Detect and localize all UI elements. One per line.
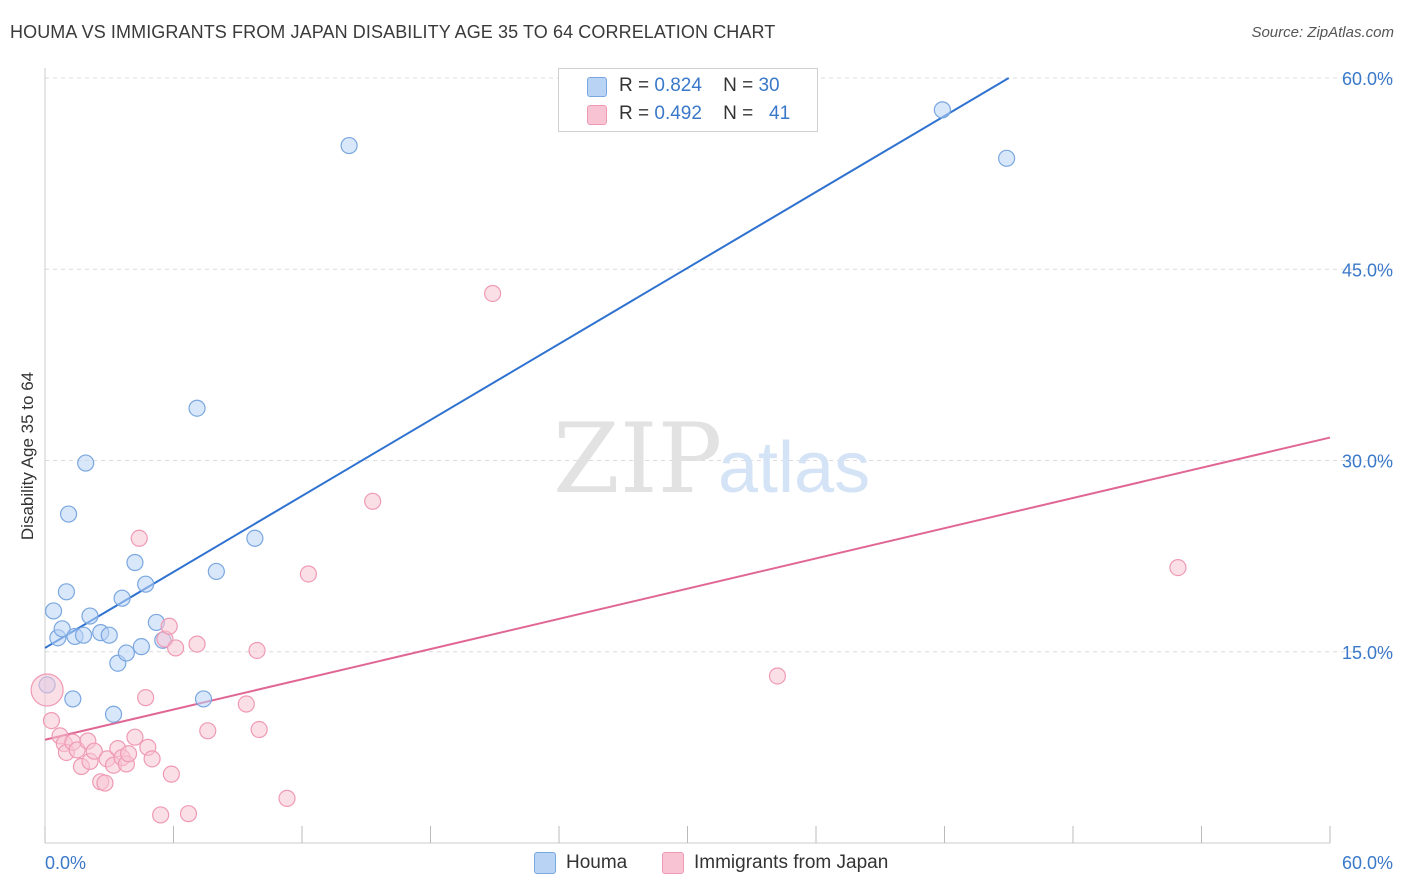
bottom-legend-houma-swatch [534, 852, 556, 874]
legend-japan-swatch [587, 105, 607, 125]
legend-japan-row: R = 0.492 N = 41 [619, 103, 790, 125]
japan-point [364, 492, 382, 510]
houma-point [194, 690, 213, 708]
houma-point [100, 626, 118, 644]
houma-point [933, 101, 951, 119]
houma-point [57, 583, 76, 601]
legend-houma-row: R = 0.824 N = 30 [619, 75, 780, 97]
japan-point [126, 728, 144, 746]
houma-point [77, 454, 95, 472]
watermark: ZIP atlas [553, 403, 870, 515]
japan-point [248, 641, 266, 660]
japan-point [299, 565, 318, 583]
x-tick-label-min: 0.0% [45, 853, 86, 873]
y-tick-label: 30.0% [1342, 452, 1393, 472]
houma-trend-line [44, 77, 1010, 649]
japan-point [179, 805, 198, 823]
legend-japan-r-label: R = [619, 103, 650, 124]
japan-point [42, 711, 61, 730]
bottom-legend-japan-label: Immigrants from Japan [694, 852, 889, 873]
source-label: Source: ZipAtlas.com [1251, 24, 1394, 41]
houma-point [132, 638, 150, 656]
houma-point [207, 562, 225, 581]
bottom-legend-houma-label: Houma [566, 852, 628, 873]
japan-point [160, 617, 178, 635]
correlation-legend: R = 0.824 N = 30 R = 0.492 N = 41 [558, 68, 818, 132]
japan-point [768, 667, 787, 685]
y-tick-label: 60.0% [1342, 69, 1393, 89]
houma-point [126, 553, 144, 572]
legend-houma-r-label: R = [619, 75, 650, 96]
japan-point [167, 639, 185, 657]
japan-point [130, 529, 148, 547]
houma-point [104, 705, 123, 723]
y-tick-label: 15.0% [1342, 643, 1393, 663]
japan-point [119, 745, 138, 763]
japan-point [484, 284, 502, 303]
japan-point [137, 689, 155, 707]
legend-houma-r-value: 0.824 [654, 75, 702, 96]
japan-point [250, 720, 268, 739]
japan-point [237, 695, 255, 713]
japan-point [162, 765, 180, 783]
houma-point [74, 626, 93, 644]
x-tick-label-max: 60.0% [1342, 853, 1393, 873]
houma-point [59, 505, 78, 523]
houma-point [64, 690, 82, 708]
tick-labels: 15.0% 30.0% 45.0% 60.0% 0.0% 60.0% [45, 69, 1393, 873]
bottom-legend-japan-swatch [662, 852, 684, 874]
houma-point [113, 589, 131, 607]
japan-point [143, 750, 161, 768]
legend-houma-n-label: N = [723, 75, 754, 96]
grid-lines [45, 77, 1395, 653]
houma-point [340, 136, 358, 155]
japan-point [152, 806, 170, 824]
legend-houma-n-value: 30 [758, 75, 780, 96]
japan-point [199, 722, 217, 740]
watermark-atlas: atlas [718, 428, 870, 508]
chart-title: HOUMA VS IMMIGRANTS FROM JAPAN DISABILIT… [10, 22, 776, 42]
houma-point [53, 620, 71, 638]
legend-japan-n-value: 41 [769, 103, 791, 124]
bottom-legend-japan: Immigrants from Japan [662, 852, 888, 874]
houma-point [81, 607, 99, 625]
japan-point [96, 774, 114, 792]
japan-point [85, 742, 103, 760]
houma-point [117, 644, 135, 662]
houma-point [188, 399, 206, 417]
axes [44, 68, 1331, 844]
data-points [30, 101, 1187, 824]
legend-japan-n-label: N = [723, 103, 754, 124]
houma-point [246, 529, 264, 547]
japan-point [188, 635, 206, 653]
houma-point [137, 575, 155, 593]
japan-point [278, 789, 296, 807]
legend-japan-r-value: 0.492 [654, 103, 702, 124]
japan-point [30, 673, 64, 707]
japan-point [1169, 558, 1187, 577]
watermark-zip: ZIP [553, 403, 722, 515]
japan-trend-line [44, 436, 1331, 741]
y-tick-label: 45.0% [1342, 260, 1393, 280]
bottom-legend-houma: Houma [534, 852, 627, 874]
houma-point [44, 602, 63, 620]
legend-houma-swatch [587, 77, 607, 97]
houma-point [998, 149, 1016, 167]
trend-lines [44, 77, 1331, 741]
